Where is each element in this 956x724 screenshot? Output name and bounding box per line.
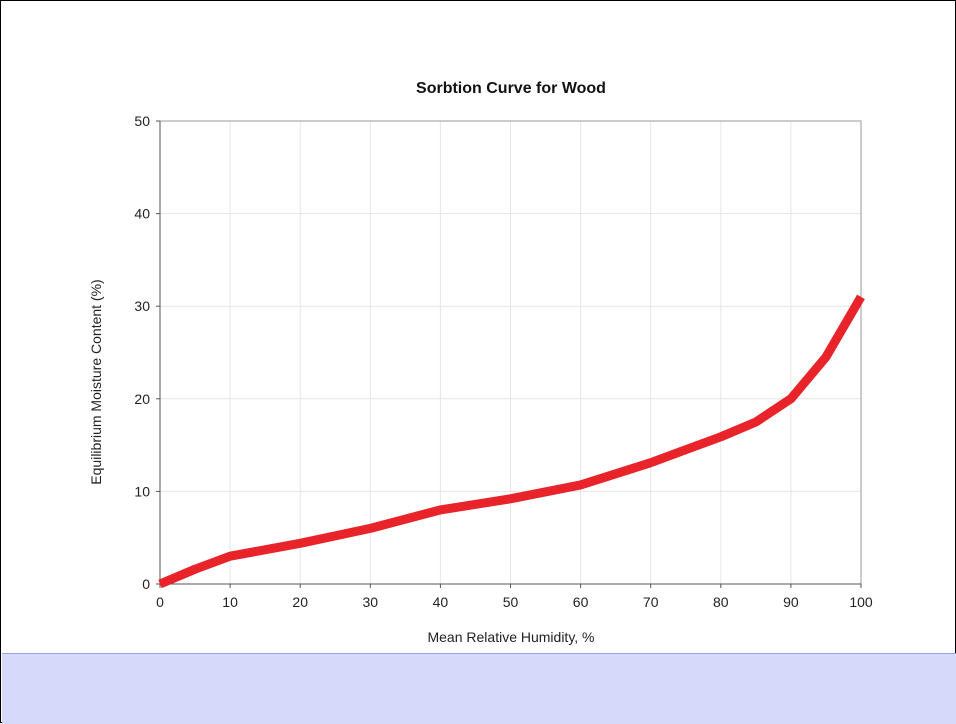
y-axis-label: Equilibrium Moisture Content (%) <box>88 279 104 484</box>
x-tick-label: 100 <box>849 594 873 610</box>
y-tick-label: 20 <box>134 391 150 407</box>
data-point <box>194 568 196 570</box>
data-point <box>615 473 617 475</box>
x-tick-label: 50 <box>503 594 519 610</box>
x-tick-label: 80 <box>713 594 729 610</box>
chart-title: Sorbtion Curve for Wood <box>416 80 606 97</box>
series-group <box>158 294 865 589</box>
x-tick-label: 70 <box>643 594 659 610</box>
x-tick-label: 20 <box>292 594 308 610</box>
data-point <box>720 436 722 438</box>
data-point <box>439 509 441 511</box>
x-tick-label: 60 <box>573 594 589 610</box>
x-axis-label: Mean Relative Humidity, % <box>427 629 594 645</box>
data-point <box>755 421 757 423</box>
data-point <box>860 296 862 298</box>
data-point <box>299 542 301 544</box>
y-tick-label: 10 <box>134 483 150 499</box>
data-point <box>159 583 161 585</box>
axes <box>156 120 862 588</box>
y-tick-label: 30 <box>134 298 150 314</box>
data-point <box>510 498 511 500</box>
tick-labels: 0 10 20 30 40 50 60 70 80 90 100 0 10 20 30 40 50 <box>134 113 872 610</box>
x-tick-label: 0 <box>156 594 164 610</box>
x-tick-label: 90 <box>783 594 799 610</box>
x-tick-label: 10 <box>222 594 238 610</box>
sorption-curve-line <box>158 294 865 589</box>
data-point <box>685 449 687 451</box>
data-point <box>790 398 792 400</box>
data-point <box>580 484 582 486</box>
data-point <box>650 462 652 464</box>
x-tick-label: 30 <box>363 594 379 610</box>
footer-band <box>2 653 956 724</box>
data-point <box>825 356 827 358</box>
x-tick-label: 40 <box>433 594 449 610</box>
data-point <box>229 555 231 557</box>
y-tick-label: 40 <box>134 206 150 222</box>
y-tick-label: 50 <box>134 113 150 129</box>
grid <box>160 121 861 584</box>
y-tick-label: 0 <box>142 576 150 592</box>
data-point <box>369 527 371 529</box>
